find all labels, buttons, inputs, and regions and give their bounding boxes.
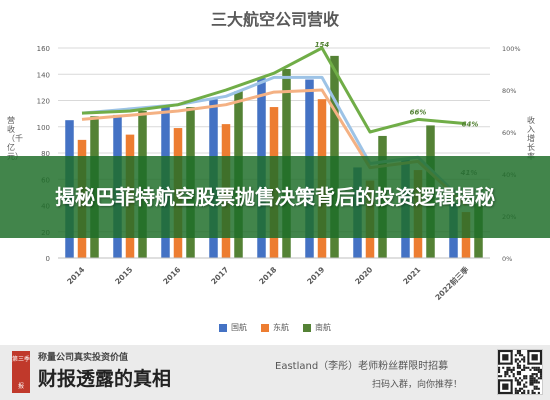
legend-swatch-1 [261,323,269,332]
x-tick-label: 2015 [113,265,134,286]
data-annotation: 64% [462,121,479,129]
publisher-logo-bottom: 报 [17,383,24,390]
data-annotation: 154 [315,41,330,49]
publisher-logo: 第三季 报 [12,351,30,393]
y2-tick-label: 100% [502,45,521,53]
y-tick-label: 160 [37,45,50,53]
x-tick-label: 2020 [353,265,374,286]
footer-brand: 财报透露的真相 [38,368,172,390]
legend-item: 南航 [303,322,331,333]
title-banner: 揭秘巴菲特航空股票抛售决策背后的投资逻辑揭秘 [0,156,550,238]
legend-label: 东航 [273,323,289,332]
legend-item: 国航 [219,322,247,333]
y-tick-label: 140 [37,71,50,79]
y2-tick-label: 60% [502,129,516,137]
legend-item: 东航 [261,322,289,333]
footer-promo-subtext: 扫码入群，向你推荐！ [372,380,463,390]
y-tick-label: 120 [37,98,50,106]
data-annotation: 66% [410,108,427,116]
y2-tick-label: 0% [502,255,512,263]
x-tick-label: 2019 [305,265,326,286]
y-tick-label: 0 [46,255,50,263]
legend-swatch-0 [219,323,227,332]
y-tick-label: 100 [37,124,50,132]
footer-bar: 第三季 报 称量公司真实投资价值 财报透露的真相 Eastland（李彤）老师粉… [0,345,550,400]
x-tick-label: 2022前三季 [433,264,471,302]
footer-tagline: 称量公司真实投资价值 [38,353,129,363]
y-tick-label: 80 [41,150,50,158]
x-tick-label: 2014 [65,265,86,286]
x-tick-label: 2016 [161,265,182,286]
growth-line-2 [81,46,467,134]
y2-tick-label: 80% [502,87,516,95]
x-tick-label: 2018 [257,265,278,286]
legend-label: 国航 [231,323,247,332]
footer-promo-text: Eastland（李彤）老师粉丝群限时招募 [275,361,449,372]
chart-title: 三大航空公司营收 [210,10,339,29]
legend-swatch-2 [303,323,311,332]
legend-label: 南航 [315,323,331,332]
x-tick-label: 2021 [401,265,422,286]
publisher-logo-top: 第三季 [12,356,31,363]
legend: 国航 东航 南航 [0,322,550,333]
article-title: 揭秘巴菲特航空股票抛售决策背后的投资逻辑揭秘 [55,184,495,209]
x-tick-label: 2017 [209,265,230,286]
qr-code-icon[interactable] [497,349,543,395]
